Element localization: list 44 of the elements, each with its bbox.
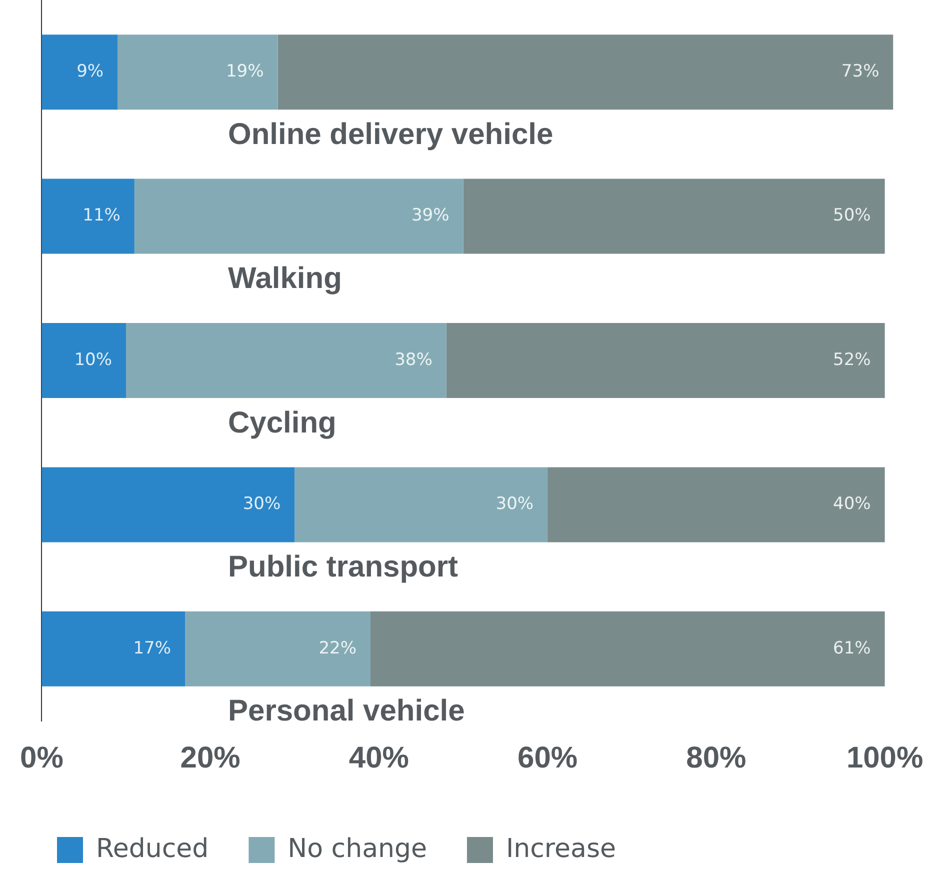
- bar: [278, 34, 894, 110]
- x-tick-label: 20%: [180, 741, 240, 774]
- data-label: 73%: [841, 62, 880, 82]
- data-label: 30%: [496, 494, 534, 514]
- data-label: 40%: [833, 494, 871, 514]
- bar: [126, 323, 446, 398]
- bar: [42, 323, 126, 398]
- x-tick-label: 40%: [348, 741, 409, 774]
- data-label: 11%: [82, 206, 120, 226]
- x-tick-label: 60%: [518, 741, 578, 774]
- data-label: 17%: [133, 638, 172, 658]
- y-tick-label: Public transport: [228, 550, 458, 584]
- x-tick-label: 80%: [686, 741, 746, 774]
- bar: [42, 467, 295, 542]
- legend-label: Increase: [506, 834, 616, 864]
- data-label: 61%: [833, 638, 871, 658]
- bar: [294, 467, 548, 542]
- data-label: 50%: [833, 206, 871, 226]
- bar: [446, 323, 885, 398]
- data-label: 22%: [318, 638, 356, 658]
- data-label: 39%: [411, 206, 450, 226]
- legend-label: No change: [288, 834, 427, 864]
- bar: [42, 611, 186, 686]
- x-tick-label: 100%: [846, 741, 924, 774]
- bar: [42, 178, 134, 254]
- data-label: 52%: [833, 350, 871, 370]
- bar: [118, 34, 278, 110]
- bar: [548, 467, 885, 542]
- data-label: 19%: [226, 62, 264, 82]
- data-label: 30%: [242, 494, 281, 514]
- bar: [134, 178, 464, 254]
- bar: [463, 178, 885, 254]
- x-tick-label: 0%: [20, 741, 64, 774]
- data-label: 10%: [74, 350, 112, 370]
- y-tick-label: Cycling: [228, 406, 336, 440]
- data-label: 38%: [394, 350, 432, 370]
- bar: [42, 34, 118, 110]
- y-tick-label: Walking: [228, 262, 342, 296]
- legend-label: Reduced: [96, 834, 209, 864]
- bar: [185, 611, 370, 686]
- bar: [370, 611, 885, 686]
- y-tick-label: Online delivery vehicle: [228, 118, 554, 151]
- data-label: 9%: [76, 62, 104, 82]
- y-tick-label: Personal vehicle: [228, 694, 465, 728]
